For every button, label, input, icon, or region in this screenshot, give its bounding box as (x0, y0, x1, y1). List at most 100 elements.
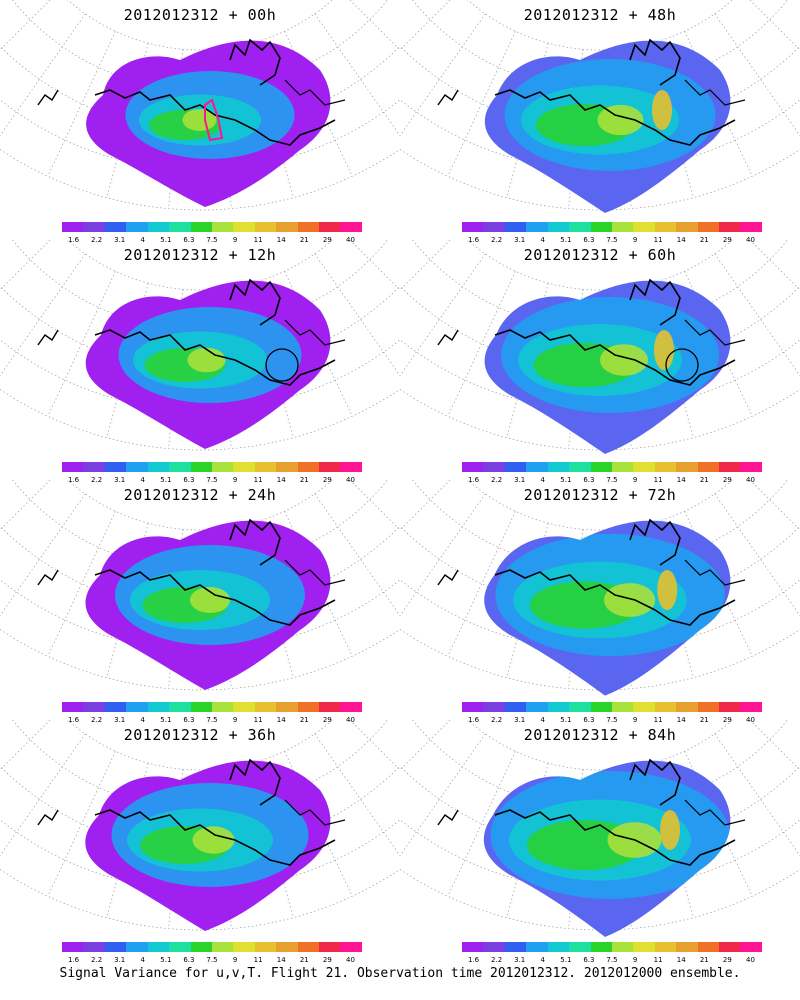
grid-meridian (314, 733, 400, 857)
colorbar-label: 7.5 (206, 236, 218, 244)
colorbar-swatch (483, 462, 505, 472)
colorbar-swatch (147, 222, 170, 232)
map-plot (0, 240, 400, 451)
colorbar-label: 6.3 (183, 476, 195, 484)
colorbar-label: 21 (699, 236, 709, 244)
variance-field (86, 40, 331, 208)
panel-title: 2012012312 + 12h (123, 246, 277, 264)
colorbar-swatch (590, 462, 612, 472)
colorbar (462, 462, 762, 472)
grid-meridian (400, 240, 436, 296)
colorbar-label: 11 (653, 476, 663, 484)
colorbar-label: 1.6 (467, 236, 480, 244)
colorbar-swatch (104, 942, 127, 952)
panel-title: 2012012312 + 00h (123, 6, 277, 24)
grid-arc (400, 819, 800, 891)
colorbar-label: 9 (232, 716, 238, 724)
colorbar-swatch (104, 462, 127, 472)
colorbar-swatch (211, 942, 234, 952)
grid-meridian (284, 271, 353, 417)
colorbar (462, 942, 762, 952)
grid-meridian (0, 720, 36, 776)
panel-title: 2012012312 + 72h (523, 486, 677, 504)
coastline-east (684, 79, 746, 106)
grid-meridian (284, 511, 353, 657)
marker-polygon (204, 98, 224, 142)
colorbar-label: 11 (253, 476, 263, 484)
colorbar-swatch (504, 462, 527, 472)
colorbar-swatch (233, 462, 255, 472)
colorbar-label: 6.3 (183, 236, 195, 244)
colorbar-swatch (211, 702, 234, 712)
grid-meridian (0, 253, 86, 377)
grid-meridian (364, 480, 400, 536)
colorbar (62, 222, 362, 232)
grid-arc (467, 240, 733, 291)
coastline-west (437, 329, 459, 346)
colorbar-label: 4 (540, 716, 545, 724)
grid-arc (67, 720, 333, 771)
grid-meridian (364, 240, 400, 296)
colorbar-label: 7.5 (206, 716, 218, 724)
grid-arc (12, 720, 388, 811)
grid-meridian (749, 0, 800, 51)
colorbar-label: 6.3 (183, 956, 195, 964)
colorbar-swatch (569, 942, 591, 952)
colorbar-swatch (297, 702, 320, 712)
colorbar-label: 9 (232, 236, 238, 244)
colorbar-label: 6.3 (583, 956, 595, 964)
coastline-north (229, 518, 281, 566)
colorbar-swatch (462, 942, 484, 952)
grid-arc (12, 240, 388, 331)
colorbar-label: 29 (722, 956, 732, 964)
colorbar-swatch (504, 942, 527, 952)
colorbar-swatch (483, 942, 505, 952)
grid-meridian (749, 480, 800, 531)
colorbar-label: 29 (322, 236, 332, 244)
colorbar-swatch (126, 942, 148, 952)
colorbar-label: 4 (140, 236, 145, 244)
colorbar-label: 6.3 (583, 716, 595, 724)
colorbar-label: 21 (299, 236, 309, 244)
grid-arc (67, 0, 333, 51)
colorbar-swatch (676, 702, 698, 712)
colorbar-swatch (169, 942, 191, 952)
colorbar-label: 11 (653, 236, 663, 244)
grid-arc (467, 480, 733, 531)
colorbar-label: 1.6 (467, 476, 480, 484)
grid-meridian (749, 240, 800, 291)
grid-meridian (47, 751, 116, 897)
colorbar (462, 222, 762, 232)
colorbar-swatch (83, 462, 105, 472)
colorbar-swatch (147, 942, 170, 952)
grid-meridian (349, 0, 400, 51)
map-plot (400, 720, 800, 938)
colorbar-swatch (462, 702, 484, 712)
colorbar-swatch (276, 462, 298, 472)
colorbar-swatch (126, 702, 148, 712)
colorbar-label: 2.2 (491, 956, 503, 964)
map-plot (0, 480, 400, 691)
colorbar-swatch (697, 222, 720, 232)
colorbar-label: 2.2 (491, 236, 503, 244)
colorbar-swatch (483, 702, 505, 712)
grid-meridian (349, 240, 400, 291)
coastline (94, 329, 336, 386)
colorbar-label: 6.3 (583, 236, 595, 244)
panel-title: 2012012312 + 60h (523, 246, 677, 264)
colorbar-label: 4 (540, 956, 545, 964)
variance-field (483, 760, 731, 938)
colorbar-swatch (740, 462, 762, 472)
grid-meridian (314, 13, 400, 137)
colorbar-swatch (611, 222, 634, 232)
grid-meridian (0, 240, 51, 291)
coastline-west (37, 89, 59, 106)
grid-meridian (400, 480, 451, 531)
grid-arc (400, 579, 800, 651)
colorbar-label: 7.5 (606, 236, 618, 244)
coastline-west (37, 809, 59, 826)
colorbar-swatch (611, 942, 634, 952)
